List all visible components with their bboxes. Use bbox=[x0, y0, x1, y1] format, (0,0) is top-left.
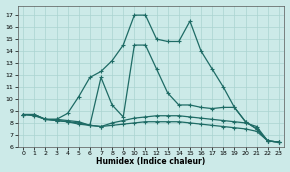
X-axis label: Humidex (Indice chaleur): Humidex (Indice chaleur) bbox=[96, 157, 206, 166]
